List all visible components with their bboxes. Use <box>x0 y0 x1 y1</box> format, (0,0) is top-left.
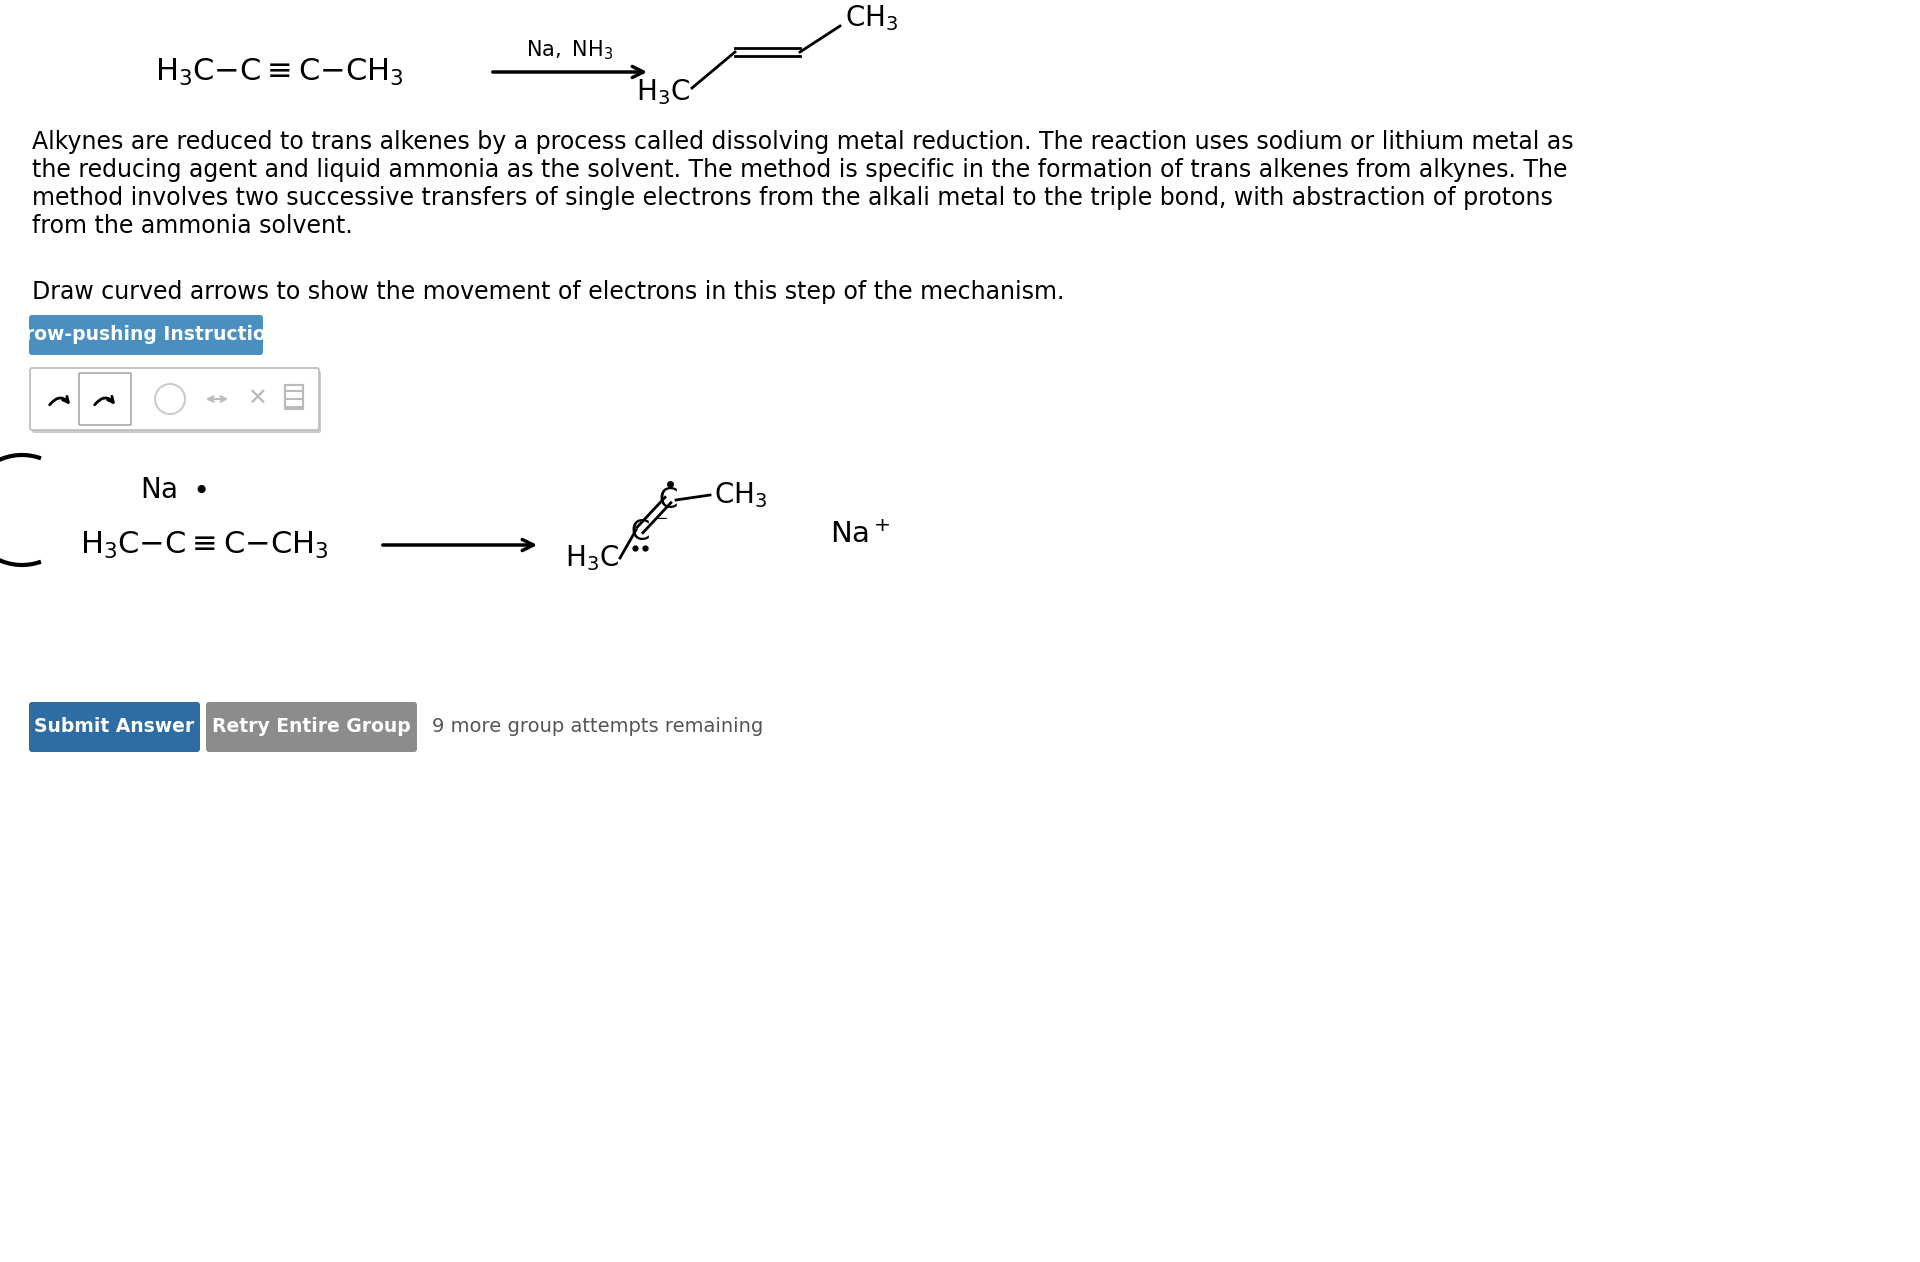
Text: $\mathsf{H_3C}$: $\mathsf{H_3C}$ <box>564 543 618 573</box>
Text: Arrow-pushing Instructions: Arrow-pushing Instructions <box>2 326 290 345</box>
Text: $\mathsf{CH_3}$: $\mathsf{CH_3}$ <box>845 3 899 33</box>
Text: $\mathsf{C}$: $\mathsf{C}$ <box>659 486 678 514</box>
Text: $\mathsf{Na,\ NH_3}$: $\mathsf{Na,\ NH_3}$ <box>526 38 614 62</box>
Text: $\mathsf{Na\ \bullet}$: $\mathsf{Na\ \bullet}$ <box>140 476 207 504</box>
Text: 9 more group attempts remaining: 9 more group attempts remaining <box>432 718 764 737</box>
FancyBboxPatch shape <box>29 702 200 752</box>
FancyBboxPatch shape <box>79 374 131 425</box>
Text: from the ammonia solvent.: from the ammonia solvent. <box>33 215 353 239</box>
Text: method involves two successive transfers of single electrons from the alkali met: method involves two successive transfers… <box>33 186 1553 209</box>
FancyBboxPatch shape <box>29 316 263 355</box>
Text: $\mathsf{C}$: $\mathsf{C}$ <box>630 517 649 546</box>
Text: ✕: ✕ <box>248 387 267 411</box>
Text: Retry Entire Group: Retry Entire Group <box>211 718 411 737</box>
Text: $^-$: $^-$ <box>653 514 668 534</box>
FancyBboxPatch shape <box>31 369 319 430</box>
Text: $\mathsf{CH_3}$: $\mathsf{CH_3}$ <box>714 480 768 510</box>
Text: $\mathsf{H_3C}$: $\mathsf{H_3C}$ <box>636 77 689 107</box>
Text: $\mathsf{Na^+}$: $\mathsf{Na^+}$ <box>829 521 891 549</box>
Text: Draw curved arrows to show the movement of electrons in this step of the mechani: Draw curved arrows to show the movement … <box>33 280 1064 304</box>
Text: $\mathsf{H_3C{-}C{\equiv}C{-}CH_3}$: $\mathsf{H_3C{-}C{\equiv}C{-}CH_3}$ <box>81 530 328 560</box>
FancyBboxPatch shape <box>33 371 321 433</box>
Text: the reducing agent and liquid ammonia as the solvent. The method is specific in : the reducing agent and liquid ammonia as… <box>33 158 1567 182</box>
Text: Submit Answer: Submit Answer <box>35 718 194 737</box>
Text: Alkynes are reduced to trans alkenes by a process called dissolving metal reduct: Alkynes are reduced to trans alkenes by … <box>33 130 1574 154</box>
Text: $\mathsf{H_3C{-}C{\equiv}C{-}CH_3}$: $\mathsf{H_3C{-}C{\equiv}C{-}CH_3}$ <box>156 57 403 87</box>
FancyBboxPatch shape <box>205 702 417 752</box>
